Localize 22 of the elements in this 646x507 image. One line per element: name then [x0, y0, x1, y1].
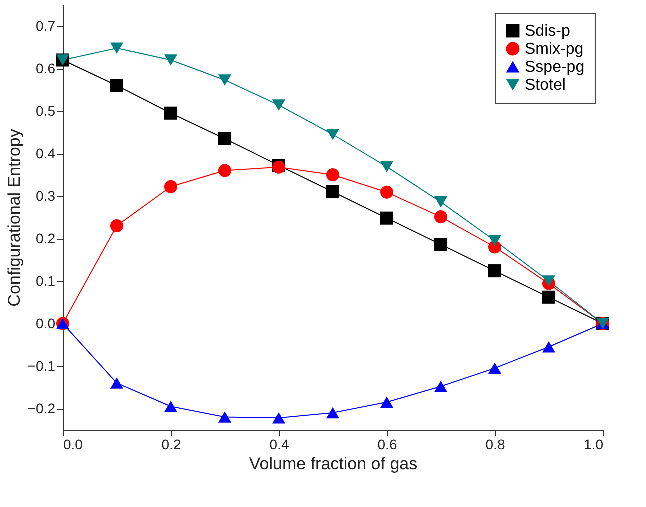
x-tick-label: 0.2: [162, 436, 182, 452]
y-tick-label: −0.2: [28, 400, 56, 416]
legend-label: Sdis-p: [525, 23, 570, 40]
x-axis-title: Volume fraction of gas: [249, 454, 418, 474]
y-tick-label: 0.0: [36, 315, 56, 332]
x-tick-label: 1.0: [584, 436, 604, 452]
legend-label: Stotel: [525, 77, 566, 94]
x-tick-label: 0.8: [486, 436, 506, 452]
y-tick-label: 0.4: [36, 145, 56, 162]
legend-label: Sspe-pg: [525, 59, 585, 76]
legend-label: Smix-pg: [525, 41, 584, 58]
y-tick-label: −0.1: [28, 358, 56, 374]
x-tick-label: 0.0: [64, 436, 84, 452]
y-tick-label: 0.6: [36, 60, 56, 76]
y-tick-label: 0.5: [36, 102, 56, 119]
y-tick-label: 0.7: [36, 18, 56, 34]
x-tick-label: 0.6: [378, 436, 398, 452]
y-axis-title: Configurational Entropy: [4, 128, 24, 307]
x-tick-label: 0.4: [270, 436, 290, 452]
y-tick-label: 0.1: [36, 272, 56, 289]
y-tick-label: 0.2: [36, 230, 56, 246]
y-tick-label: 0.3: [36, 188, 56, 204]
